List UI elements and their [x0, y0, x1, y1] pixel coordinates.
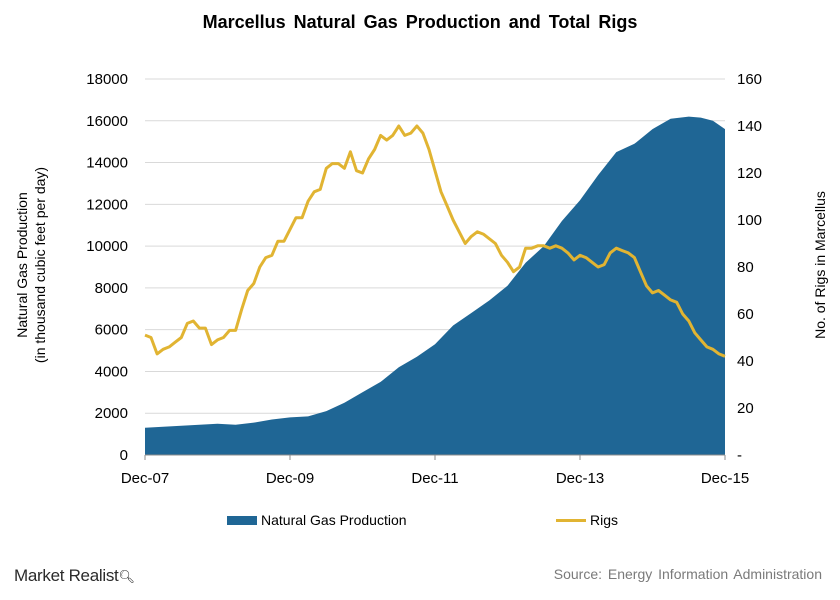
left-axis-label-line2: (in thousand cubic feet per day): [32, 167, 48, 363]
legend-rigs-label: Rigs: [590, 512, 619, 528]
production-area: [145, 116, 725, 455]
left-tick-label: 10000: [86, 238, 128, 255]
right-axis-label: No. of Rigs in Marcellus: [812, 191, 828, 339]
right-tick-label: 160: [737, 71, 762, 88]
left-tick-label: 18000: [86, 71, 128, 88]
x-axis-ticks: Dec-07 Dec-09 Dec-11 Dec-13 Dec-15: [121, 455, 749, 487]
magnifier-icon: 🔍︎: [118, 569, 135, 584]
production-area-shape: [145, 116, 725, 455]
right-tick-label: 80: [737, 259, 754, 276]
right-tick-label: 40: [737, 353, 754, 370]
left-tick-label: 4000: [95, 363, 128, 380]
left-tick-label: 8000: [95, 280, 128, 297]
left-tick-label: 14000: [86, 155, 128, 172]
right-tick-label: -: [737, 447, 742, 464]
x-tick-label: Dec-15: [701, 470, 749, 487]
left-axis-label-line1: Natural Gas Production: [14, 192, 30, 338]
right-tick-label: 140: [737, 118, 762, 135]
right-tick-label: 120: [737, 165, 762, 182]
legend-rigs: Rigs: [556, 512, 618, 528]
x-tick-label: Dec-11: [411, 470, 458, 487]
chart-title: Marcellus Natural Gas Production and Tot…: [202, 12, 638, 32]
left-tick-label: 16000: [86, 113, 128, 130]
logo-text: Market Realist: [14, 566, 119, 585]
right-tick-label: 20: [737, 400, 754, 417]
market-realist-logo: Market Realist🔍︎: [14, 566, 135, 586]
left-axis-ticks: 0 2000 4000 6000 8000 10000 12000 14000 16000 180…: [86, 71, 128, 464]
legend-rigs-swatch: [556, 518, 586, 522]
legend-production: Natural Gas Production: [227, 512, 407, 528]
source-note: Source: Energy Information Administratio…: [553, 566, 822, 582]
x-tick-label: Dec-07: [121, 470, 169, 487]
legend-production-label: Natural Gas Production: [261, 512, 407, 528]
left-tick-label: 6000: [95, 322, 128, 339]
rigs-line-path: [144, 124, 726, 358]
x-tick-label: Dec-09: [266, 470, 314, 487]
legend-production-swatch: [227, 515, 257, 525]
left-tick-label: 2000: [95, 405, 128, 422]
x-tick-label: Dec-13: [556, 470, 604, 487]
left-tick-label: 0: [120, 447, 128, 464]
right-axis-ticks: - 20 40 60 80 100 120 140 160: [737, 71, 762, 464]
rigs-line: [144, 124, 726, 358]
right-tick-label: 100: [737, 212, 762, 229]
left-tick-label: 12000: [86, 196, 128, 213]
right-tick-label: 60: [737, 306, 754, 323]
